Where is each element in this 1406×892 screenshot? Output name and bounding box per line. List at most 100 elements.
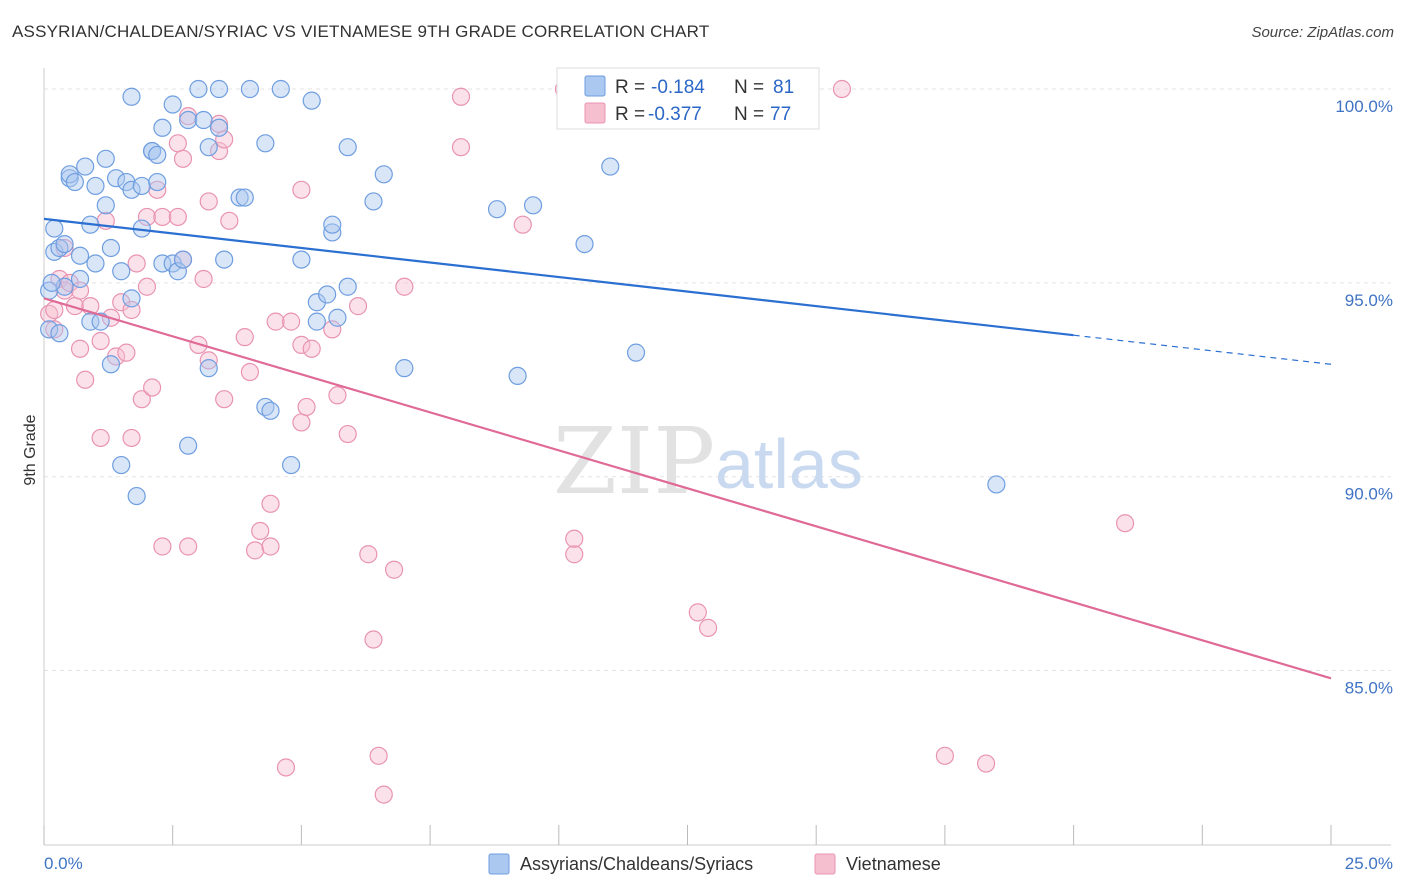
- vietnamese-point-70: [513, 215, 532, 234]
- legend-n-value-1: 81: [773, 77, 794, 98]
- vietnamese-point-58: [323, 320, 342, 339]
- vietnamese-point-4: [55, 238, 74, 258]
- assyrian-point-30: [127, 486, 146, 506]
- assyrian-point-59: [282, 455, 301, 475]
- vietnamese-point-63: [364, 630, 383, 649]
- assyrian-point-6: [55, 234, 74, 254]
- assyrian-point-65: [323, 223, 342, 242]
- x-tick-label-1: 25.0%: [1345, 854, 1393, 873]
- vietnamese-point-29: [168, 134, 187, 153]
- vietnamese-point-69: [451, 87, 471, 106]
- assyrian-point-45: [189, 79, 208, 99]
- assyrian-point-49: [209, 79, 229, 99]
- assyrian-point-22: [101, 238, 121, 258]
- legend-r-value-1: -0.184: [651, 77, 705, 98]
- vietnamese-point-13: [91, 331, 110, 351]
- assyrian-point-67: [328, 308, 347, 327]
- watermark: ZIP atlas: [553, 408, 863, 515]
- trend-line-assyrian: [43, 217, 1074, 337]
- assyrian-point-61: [302, 91, 321, 110]
- y-axis-label: 9th Grade: [22, 414, 39, 485]
- assyrian-point-44: [179, 436, 198, 455]
- vietnamese-point-12: [91, 428, 110, 448]
- vietnamese-point-67: [395, 277, 414, 296]
- vietnamese-point-77: [935, 746, 955, 765]
- vietnamese-point-45: [240, 362, 260, 382]
- vietnamese-point-72: [565, 545, 584, 564]
- assyrian-point-54: [240, 79, 260, 99]
- vietnamese-point-59: [328, 386, 347, 405]
- vietnamese-point-65: [374, 785, 393, 804]
- vietnamese-point-64: [369, 746, 388, 765]
- series-vietnamese-points: [40, 79, 1135, 804]
- assyrian-point-42: [173, 250, 193, 269]
- x-tick-label-0: 0.0%: [44, 854, 83, 873]
- assyrian-point-55: [256, 134, 275, 153]
- vietnamese-point-46: [245, 541, 265, 560]
- series-legend: Assyrians/Chaldeans/Syriacs Vietnamese: [488, 853, 941, 875]
- assyrian-point-50: [209, 118, 229, 137]
- vietnamese-point-55: [292, 413, 311, 432]
- vietnamese-point-50: [266, 312, 285, 331]
- assyrian-point-38: [153, 254, 172, 273]
- y-tick-label-0: 100.0%: [1335, 97, 1393, 116]
- assyrian-point-28: [122, 180, 141, 199]
- x-tick-labels: 0.0% 25.0%: [44, 854, 1393, 873]
- assyrian-point-19: [96, 196, 115, 215]
- vietnamese-point-74: [688, 603, 707, 622]
- watermark-zip: ZIP: [553, 408, 715, 515]
- vietnamese-point-21: [127, 254, 146, 273]
- assyrian-point-25: [112, 455, 131, 475]
- vietnamese-point-66: [384, 560, 404, 579]
- series-assyrian-points: [40, 79, 1006, 506]
- assyrian-point-10: [65, 172, 84, 192]
- trend-line-vietnamese: [43, 297, 1332, 680]
- assyrian-point-12: [70, 269, 90, 289]
- chart-source: Source: ZipAtlas.com: [1251, 24, 1394, 41]
- assyrian-point-70: [364, 192, 383, 211]
- assyrian-point-64: [318, 285, 337, 304]
- y-tick-labels: 100.0% 95.0% 90.0% 85.0%: [1335, 97, 1393, 698]
- assyrian-point-66: [323, 215, 342, 234]
- watermark-atlas: atlas: [715, 425, 863, 503]
- assyrian-point-60: [292, 250, 311, 269]
- vietnamese-point-22: [132, 390, 151, 409]
- vietnamese-point-27: [153, 207, 172, 227]
- assyrian-point-0: [40, 320, 59, 339]
- assyrian-point-35: [148, 172, 167, 192]
- bottom-legend-vietnamese: Vietnamese: [846, 854, 941, 874]
- chart-title: ASSYRIAN/CHALDEAN/SYRIAC VS VIETNAMESE 9…: [12, 22, 710, 41]
- assyrian-point-11: [70, 246, 90, 265]
- assyrian-point-76: [575, 234, 594, 254]
- vietnamese-point-76: [832, 79, 852, 99]
- assyrian-point-40: [163, 95, 182, 114]
- legend-r-label-2: R =: [615, 104, 645, 125]
- vietnamese-point-68: [451, 138, 471, 157]
- assyrian-point-29: [122, 289, 141, 308]
- vietnamese-point-23: [137, 277, 157, 296]
- assyrian-point-53: [235, 188, 254, 207]
- assyrian-point-80: [42, 273, 61, 292]
- assyrian-point-23: [106, 169, 126, 188]
- legend-swatch-vietnamese: [584, 102, 606, 124]
- trend-lines: [43, 217, 1332, 680]
- vietnamese-point-51: [276, 758, 296, 777]
- vietnamese-point-40: [209, 141, 229, 161]
- assyrian-point-41: [168, 262, 187, 281]
- assyrian-point-17: [86, 176, 105, 196]
- assyrian-point-73: [487, 200, 507, 219]
- vietnamese-point-73: [565, 529, 584, 548]
- vietnamese-point-24: [137, 207, 157, 227]
- assyrian-point-20: [96, 149, 115, 168]
- assyrian-point-36: [148, 145, 167, 165]
- vietnamese-point-31: [173, 149, 193, 168]
- assyrian-point-79: [987, 475, 1006, 494]
- vietnamese-point-43: [220, 211, 239, 230]
- trend-line-assyrian-extension: [1073, 334, 1332, 365]
- assyrian-point-21: [101, 355, 121, 374]
- vietnamese-point-8: [70, 339, 90, 358]
- vietnamese-point-28: [153, 537, 172, 556]
- vietnamese-point-37: [199, 351, 218, 370]
- assyrian-point-16: [86, 254, 105, 273]
